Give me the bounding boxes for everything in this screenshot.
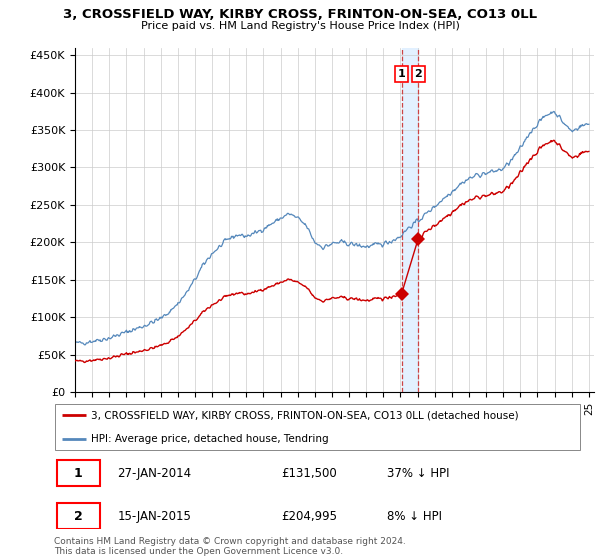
Text: 2: 2 — [415, 69, 422, 79]
Text: Contains HM Land Registry data © Crown copyright and database right 2024.
This d: Contains HM Land Registry data © Crown c… — [54, 536, 406, 556]
Bar — [401, 48, 418, 392]
Text: £204,995: £204,995 — [281, 510, 337, 522]
Text: 1: 1 — [74, 466, 83, 480]
Text: 3, CROSSFIELD WAY, KIRBY CROSS, FRINTON-ON-SEA, CO13 0LL: 3, CROSSFIELD WAY, KIRBY CROSS, FRINTON-… — [63, 8, 537, 21]
Text: HPI: Average price, detached house, Tendring: HPI: Average price, detached house, Tend… — [91, 434, 329, 444]
Text: Price paid vs. HM Land Registry's House Price Index (HPI): Price paid vs. HM Land Registry's House … — [140, 21, 460, 31]
FancyBboxPatch shape — [56, 503, 100, 529]
Text: £131,500: £131,500 — [281, 466, 337, 480]
Text: 3, CROSSFIELD WAY, KIRBY CROSS, FRINTON-ON-SEA, CO13 0LL (detached house): 3, CROSSFIELD WAY, KIRBY CROSS, FRINTON-… — [91, 410, 518, 420]
FancyBboxPatch shape — [55, 404, 580, 450]
Text: 2: 2 — [74, 510, 83, 522]
Text: 1: 1 — [398, 69, 406, 79]
Text: 15-JAN-2015: 15-JAN-2015 — [118, 510, 191, 522]
Text: 27-JAN-2014: 27-JAN-2014 — [118, 466, 191, 480]
FancyBboxPatch shape — [56, 460, 100, 486]
Text: 8% ↓ HPI: 8% ↓ HPI — [386, 510, 442, 522]
Text: 37% ↓ HPI: 37% ↓ HPI — [386, 466, 449, 480]
